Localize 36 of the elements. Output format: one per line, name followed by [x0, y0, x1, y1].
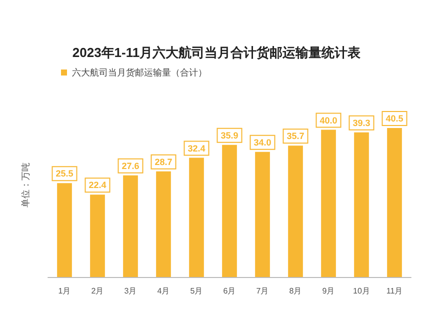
bar [354, 132, 369, 277]
bar [123, 175, 138, 277]
x-tick-label: 11月 [386, 286, 403, 296]
bar [189, 158, 204, 277]
bar [156, 171, 171, 277]
data-label: 34.0 [254, 137, 272, 148]
data-label: 27.6 [122, 160, 140, 171]
x-tick-label: 9月 [322, 286, 335, 296]
x-tick-label: 7月 [256, 286, 269, 296]
x-tick-label: 10月 [353, 286, 370, 296]
x-tick-label: 8月 [289, 286, 302, 296]
bar [255, 152, 270, 277]
x-tick-label: 6月 [223, 286, 236, 296]
x-tick-label: 1月 [58, 286, 71, 296]
data-label: 35.7 [286, 131, 304, 142]
x-tick-label: 2月 [91, 286, 104, 296]
bar [57, 183, 72, 277]
x-tick-label: 5月 [190, 286, 203, 296]
data-label: 28.7 [154, 156, 172, 167]
data-label: 25.5 [56, 168, 74, 179]
data-label: 35.9 [220, 130, 238, 140]
x-tick-label: 3月 [124, 286, 137, 296]
data-label: 22.4 [88, 180, 106, 190]
bar [387, 128, 402, 277]
data-label: 40.0 [320, 115, 338, 126]
bar [90, 194, 105, 277]
data-label: 40.5 [386, 113, 404, 124]
chart-title: 2023年1-11月六大航司当月合计货邮运输量统计表 [72, 45, 362, 60]
bar [321, 130, 336, 277]
y-axis-title: 单位：万吨 [20, 162, 30, 208]
data-label: 39.3 [352, 118, 370, 128]
x-tick-label: 4月 [157, 286, 170, 296]
bar [222, 144, 237, 277]
legend-label: 六大航司当月货邮运输量（合计） [72, 68, 207, 78]
bar [288, 146, 303, 277]
data-label: 32.4 [188, 143, 206, 154]
